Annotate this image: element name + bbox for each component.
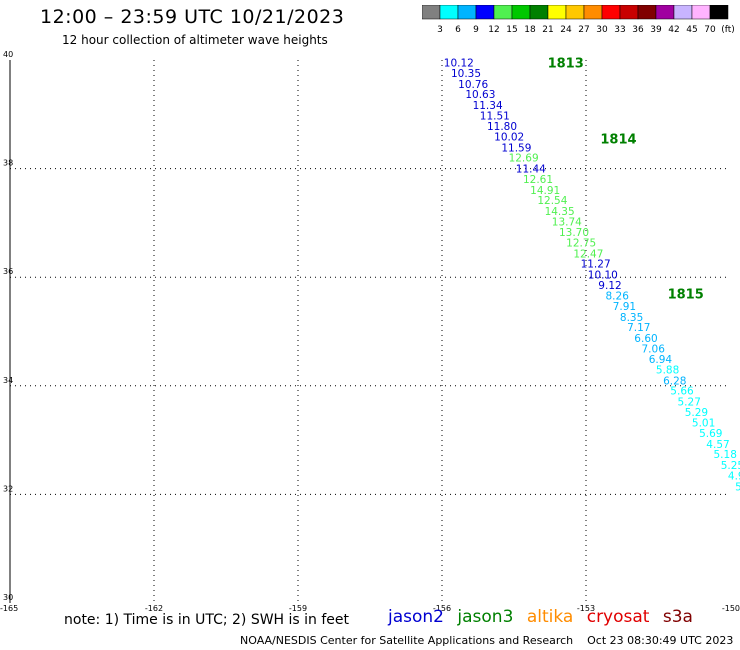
y-tick-label: 32	[3, 484, 13, 493]
legend-label: 9	[473, 25, 479, 35]
wave-height-point: 12.75	[566, 237, 596, 249]
wave-height-point: 5.66	[670, 386, 694, 398]
wave-height-point: 5.18	[714, 449, 737, 461]
wave-height-point: 5.69	[699, 428, 722, 440]
x-tick-label: -159	[289, 604, 307, 613]
wave-height-point: 8.35	[620, 312, 643, 324]
wave-height-point: 4.57	[706, 439, 729, 451]
wave-height-point: 5.60	[735, 481, 740, 493]
footer-credit: NOAA/NESDIS Center for Satellite Applica…	[240, 634, 574, 647]
wave-height-point: 10.35	[451, 68, 481, 80]
wave-height-point: 14.35	[545, 206, 575, 218]
x-tick-label: -150	[722, 604, 740, 613]
wave-height-point: 5.29	[685, 407, 708, 419]
wave-height-point: 6.94	[649, 354, 673, 366]
wave-height-point: 11.51	[480, 110, 510, 122]
wave-height-point: 10.10	[588, 269, 618, 281]
footer-timestamp: Oct 23 08:30:49 UTC 2023	[587, 634, 734, 647]
legend-label: 12	[488, 25, 499, 35]
wave-height-point: 10.02	[494, 132, 524, 144]
legend-label: 15	[506, 25, 517, 35]
wave-height-point: 13.70	[559, 227, 589, 239]
footer: NOAA/NESDIS Center for Satellite Applica…	[240, 634, 733, 647]
wave-height-point: 4.91	[728, 470, 740, 482]
legend-label: 70	[704, 25, 716, 35]
wave-height-point: 11.80	[487, 121, 517, 133]
y-tick-label: 40	[3, 50, 13, 59]
satellite-legend: jason2 jason3 altika cryosat s3a	[388, 607, 701, 627]
wave-height-point: 8.26	[606, 291, 630, 303]
wave-height-point: 11.34	[473, 100, 503, 112]
wave-height-point: 5.01	[692, 418, 715, 430]
wave-height-point: 10.76	[458, 79, 488, 91]
wave-height-point: 5.27	[678, 397, 701, 409]
pass-number-label: 1815	[668, 287, 704, 302]
y-tick-label: 34	[3, 376, 13, 385]
satellite-jason2: jason2	[388, 607, 444, 627]
wave-height-point: 11.44	[516, 164, 546, 176]
legend-swatch	[709, 5, 729, 20]
wave-height-point: 12.47	[573, 248, 603, 260]
color-scale-legend: 3 6 9 12 15 18 21 24 27 30 33 36 39 42 45 70 (ft)	[422, 5, 734, 35]
wave-height-point: 6.28	[663, 375, 686, 387]
x-tick-label: -153	[577, 604, 595, 613]
satellite-cryosat: cryosat	[586, 607, 650, 627]
x-tick-label: -162	[145, 604, 163, 613]
wave-height-point: 12.69	[509, 153, 539, 165]
legend-label: 42	[668, 25, 679, 35]
wave-height-point: 14.91	[530, 185, 560, 197]
page-subtitle: 12 hour collection of altimeter wave hei…	[62, 33, 328, 47]
legend-label: 30	[596, 25, 608, 35]
wave-height-point: 7.91	[613, 301, 636, 313]
legend-label: 45	[686, 25, 697, 35]
wave-height-point: 13.74	[552, 216, 582, 228]
wave-height-point: 10.63	[465, 89, 495, 101]
wave-height-point: 7.06	[642, 343, 666, 355]
wave-height-point: 5.25	[721, 460, 740, 472]
wave-height-point: 11.59	[501, 142, 531, 154]
y-tick-label: 36	[3, 267, 13, 276]
legend-label: 21	[542, 25, 553, 35]
legend-label: 36	[632, 25, 644, 35]
wave-height-point: 11.27	[581, 259, 611, 271]
legend-label: 33	[614, 25, 625, 35]
x-tick-label: -165	[0, 604, 18, 613]
wave-height-point: 6.60	[634, 333, 657, 345]
legend-label: 27	[578, 25, 589, 35]
legend-label: 39	[650, 25, 662, 35]
y-tick-label: 30	[3, 593, 13, 602]
legend-label: 3	[437, 25, 443, 35]
wave-height-point: 7.17	[627, 322, 650, 334]
satellite-s3a: s3a	[662, 607, 693, 627]
pass-number-label: 1814	[600, 133, 636, 148]
page-title: 12:00 – 23:59 UTC 10/21/2023	[40, 6, 345, 28]
satellite-altika: altika	[526, 607, 574, 627]
wave-height-point: 12.61	[523, 174, 553, 186]
wave-height-point: 5.88	[656, 365, 679, 377]
pass-number-label: 1813	[548, 57, 584, 72]
y-tick-label: 38	[3, 159, 13, 168]
legend-label: 18	[524, 25, 536, 35]
wave-height-point: 10.12	[444, 58, 474, 70]
legend-label: 24	[560, 25, 572, 35]
wave-height-point: 12.54	[537, 195, 567, 207]
x-tick-label: -156	[433, 604, 451, 613]
legend-label: 6	[455, 25, 461, 35]
wave-height-point: 9.12	[598, 280, 621, 292]
legend-label: (ft)	[721, 25, 734, 35]
footnote: note: 1) Time is in UTC; 2) SWH is in fe…	[64, 612, 350, 628]
satellite-jason3: jason3	[457, 607, 514, 627]
